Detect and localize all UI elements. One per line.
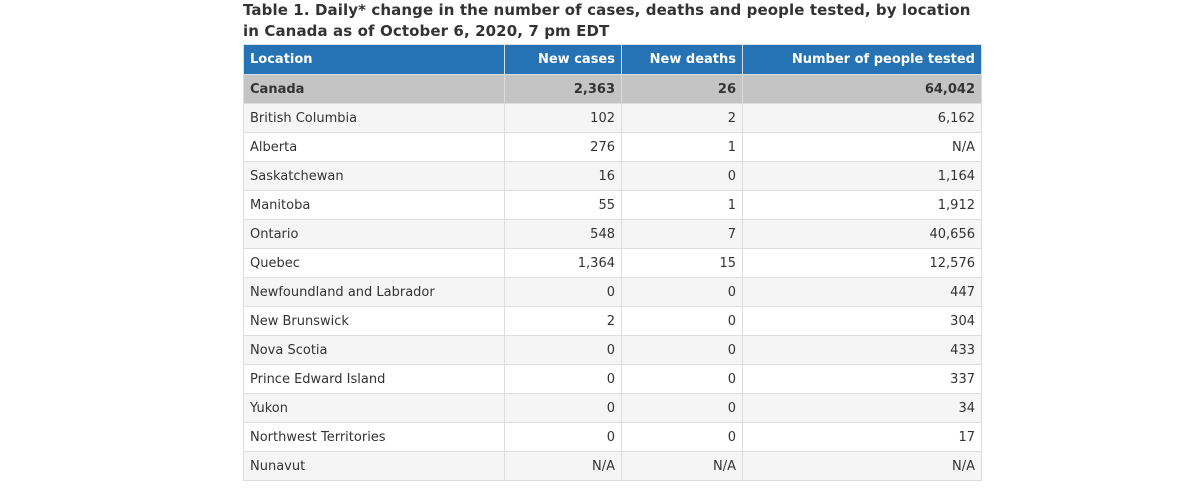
table-row: Yukon 0 0 34: [243, 393, 982, 423]
cell-location: New Brunswick: [243, 306, 505, 336]
cell-new-deaths: 0: [621, 422, 743, 452]
cell-location: Nunavut: [243, 451, 505, 481]
cell-people-tested: 17: [742, 422, 982, 452]
cell-new-deaths: 0: [621, 277, 743, 307]
cell-people-tested: 1,912: [742, 190, 982, 220]
cases-table: Location New cases New deaths Number of …: [243, 44, 982, 481]
cell-people-tested: N/A: [742, 451, 982, 481]
table-row-total: Canada 2,363 26 64,042: [243, 74, 982, 104]
table-header: Location New cases New deaths Number of …: [243, 44, 982, 75]
cell-location: British Columbia: [243, 103, 505, 133]
cell-people-tested: 304: [742, 306, 982, 336]
cell-location: Prince Edward Island: [243, 364, 505, 394]
cell-new-cases: 276: [504, 132, 622, 162]
cell-new-cases: 2: [504, 306, 622, 336]
table-row: Saskatchewan 16 0 1,164: [243, 161, 982, 191]
cell-new-deaths: 0: [621, 393, 743, 423]
cell-location: Newfoundland and Labrador: [243, 277, 505, 307]
cell-location: Alberta: [243, 132, 505, 162]
table-body: Canada 2,363 26 64,042 British Columbia …: [243, 74, 982, 481]
table-caption: Table 1. Daily* change in the number of …: [243, 1, 971, 40]
cell-new-deaths: 26: [621, 74, 743, 104]
table-row: Nova Scotia 0 0 433: [243, 335, 982, 365]
header-location: Location: [243, 44, 505, 75]
header-row: Location New cases New deaths Number of …: [243, 44, 982, 75]
cell-new-deaths: 0: [621, 364, 743, 394]
cell-new-cases: 0: [504, 393, 622, 423]
cell-new-cases: 0: [504, 335, 622, 365]
cell-location: Yukon: [243, 393, 505, 423]
cell-new-cases: 0: [504, 422, 622, 452]
cell-people-tested: 337: [742, 364, 982, 394]
header-people-tested: Number of people tested: [742, 44, 982, 75]
cell-new-deaths: 0: [621, 335, 743, 365]
table-row: Manitoba 55 1 1,912: [243, 190, 982, 220]
cell-new-cases: 0: [504, 277, 622, 307]
table-container: Table 1. Daily* change in the number of …: [243, 0, 982, 481]
cell-new-deaths: 2: [621, 103, 743, 133]
cell-people-tested: 433: [742, 335, 982, 365]
cell-location: Quebec: [243, 248, 505, 278]
cell-location: Ontario: [243, 219, 505, 249]
cell-new-deaths: 1: [621, 132, 743, 162]
cell-new-cases: 0: [504, 364, 622, 394]
cell-people-tested: 1,164: [742, 161, 982, 191]
cell-people-tested: N/A: [742, 132, 982, 162]
cell-people-tested: 40,656: [742, 219, 982, 249]
table-row: British Columbia 102 2 6,162: [243, 103, 982, 133]
header-new-deaths: New deaths: [621, 44, 743, 75]
cell-new-deaths: 1: [621, 190, 743, 220]
cell-new-cases: 2,363: [504, 74, 622, 104]
cell-new-deaths: 15: [621, 248, 743, 278]
cell-people-tested: 6,162: [742, 103, 982, 133]
table-row: Nunavut N/A N/A N/A: [243, 451, 982, 481]
table-row: Northwest Territories 0 0 17: [243, 422, 982, 452]
cell-new-cases: 55: [504, 190, 622, 220]
cell-new-cases: 16: [504, 161, 622, 191]
cell-location: Nova Scotia: [243, 335, 505, 365]
cell-people-tested: 12,576: [742, 248, 982, 278]
cell-people-tested: 447: [742, 277, 982, 307]
cell-new-cases: 102: [504, 103, 622, 133]
cell-people-tested: 34: [742, 393, 982, 423]
header-new-cases: New cases: [504, 44, 622, 75]
cell-people-tested: 64,042: [742, 74, 982, 104]
table-row: Alberta 276 1 N/A: [243, 132, 982, 162]
cell-new-deaths: N/A: [621, 451, 743, 481]
table-row: Newfoundland and Labrador 0 0 447: [243, 277, 982, 307]
table-row: Prince Edward Island 0 0 337: [243, 364, 982, 394]
cell-new-cases: 1,364: [504, 248, 622, 278]
cell-location: Saskatchewan: [243, 161, 505, 191]
cell-new-cases: N/A: [504, 451, 622, 481]
table-row: Ontario 548 7 40,656: [243, 219, 982, 249]
cell-new-deaths: 0: [621, 161, 743, 191]
table-row: New Brunswick 2 0 304: [243, 306, 982, 336]
cell-new-deaths: 0: [621, 306, 743, 336]
cell-location: Northwest Territories: [243, 422, 505, 452]
cell-new-cases: 548: [504, 219, 622, 249]
table-row: Quebec 1,364 15 12,576: [243, 248, 982, 278]
cell-location: Canada: [243, 74, 505, 104]
cell-new-deaths: 7: [621, 219, 743, 249]
cell-location: Manitoba: [243, 190, 505, 220]
